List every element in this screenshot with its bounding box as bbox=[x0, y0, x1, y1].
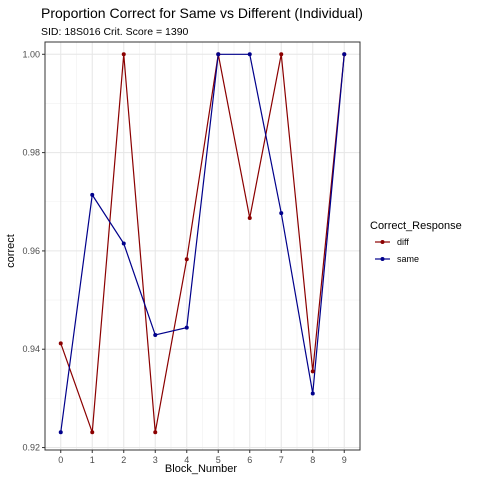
data-point-same bbox=[153, 332, 158, 337]
data-point-same bbox=[279, 211, 284, 216]
x-tick-label: 0 bbox=[58, 455, 63, 465]
data-point-same bbox=[121, 241, 126, 246]
x-tick-label: 1 bbox=[90, 455, 95, 465]
y-tick-label: 1.00 bbox=[22, 49, 40, 59]
x-tick-label: 3 bbox=[153, 455, 158, 465]
x-tick-label: 5 bbox=[216, 455, 221, 465]
data-point-same bbox=[342, 52, 347, 57]
legend-key-point-diff bbox=[380, 240, 385, 244]
data-point-same bbox=[90, 192, 95, 197]
panel-border bbox=[44, 41, 361, 451]
x-tick-label: 6 bbox=[247, 455, 252, 465]
data-point-diff bbox=[121, 52, 126, 57]
data-point-diff bbox=[153, 430, 158, 435]
y-tick-label: 0.98 bbox=[22, 148, 40, 158]
data-point-same bbox=[247, 52, 252, 57]
data-point-diff bbox=[58, 341, 63, 346]
x-tick-label: 2 bbox=[121, 455, 126, 465]
legend-label-diff: diff bbox=[397, 237, 409, 247]
data-point-same bbox=[216, 52, 221, 57]
chart-title: Proportion Correct for Same vs Different… bbox=[41, 5, 363, 21]
x-tick-label: 9 bbox=[342, 455, 347, 465]
y-axis-title: correct bbox=[5, 234, 17, 268]
axis-ticks: 0.92 0.94 0.96 0.98 1.00 0 1 2 3 4 5 6 7 8 9 bbox=[22, 49, 346, 465]
y-tick-label: 0.94 bbox=[22, 344, 40, 354]
legend-key-point-same bbox=[380, 257, 385, 261]
series-line-diff bbox=[60, 54, 345, 433]
data-point-same bbox=[310, 391, 315, 396]
data-point-same bbox=[58, 430, 63, 435]
data-point-diff bbox=[310, 369, 315, 374]
data-point-diff bbox=[90, 430, 95, 435]
x-tick-label: 4 bbox=[184, 455, 189, 465]
grid bbox=[45, 42, 360, 450]
y-tick-label: 0.92 bbox=[22, 443, 40, 453]
legend-label-same: same bbox=[397, 254, 419, 264]
x-axis-title: Block_Number bbox=[165, 463, 237, 475]
y-tick-label: 0.96 bbox=[22, 246, 40, 256]
series-points bbox=[58, 52, 347, 435]
x-tick-label: 7 bbox=[279, 455, 284, 465]
series-lines bbox=[60, 53, 345, 433]
data-point-same bbox=[184, 325, 189, 330]
data-point-diff bbox=[247, 215, 252, 220]
series-line-same bbox=[60, 53, 345, 433]
data-point-diff bbox=[184, 257, 189, 262]
legend-title: Correct_Response bbox=[370, 220, 462, 232]
data-point-diff bbox=[279, 52, 284, 57]
x-tick-label: 8 bbox=[310, 455, 315, 465]
legend: Correct_Response diff same bbox=[370, 220, 462, 264]
chart-subtitle: SID: 18S016 Crit. Score = 1390 bbox=[41, 26, 189, 38]
